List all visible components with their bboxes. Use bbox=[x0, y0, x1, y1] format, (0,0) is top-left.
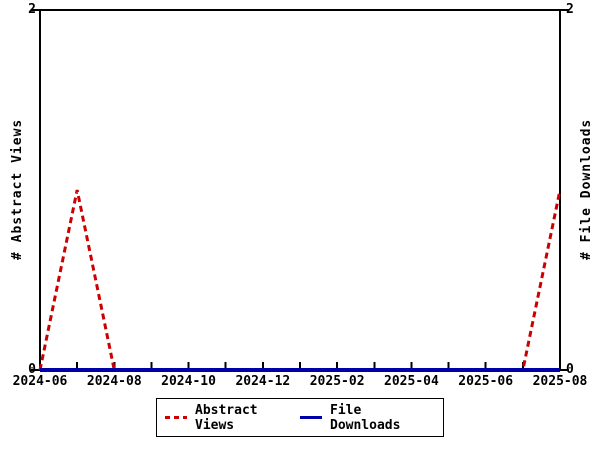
legend-item-abstract-views: Abstract Views bbox=[165, 403, 300, 433]
x-tick-label: 2025-04 bbox=[384, 374, 439, 389]
x-tick-label: 2025-06 bbox=[458, 374, 514, 389]
right-axis-title: # File Downloads bbox=[579, 118, 594, 260]
left-axis-max-label: 2 bbox=[28, 2, 36, 17]
right-axis-min-label: 0 bbox=[566, 362, 574, 377]
left-axis-min-label: 0 bbox=[28, 362, 36, 377]
x-tick-label: 2024-10 bbox=[161, 374, 216, 389]
file-downloads-line-sample bbox=[300, 416, 322, 419]
legend-label-file-downloads: File Downloads bbox=[330, 402, 401, 433]
legend: Abstract Views File Downloads bbox=[156, 398, 444, 437]
left-axis-title: # Abstract Views bbox=[10, 118, 25, 260]
x-tick-label: 2025-02 bbox=[309, 374, 365, 389]
x-tick-label: 2024-12 bbox=[235, 374, 291, 389]
right-axis-max-label: 2 bbox=[566, 2, 574, 17]
abstract-views-line-sample bbox=[165, 416, 187, 419]
x-tick-label: 2024-08 bbox=[86, 374, 142, 389]
legend-label-abstract-views: Abstract Views bbox=[195, 402, 258, 433]
x-tick-label: 2024-06 bbox=[12, 374, 68, 389]
abstract-views-line bbox=[38, 189, 562, 372]
legend-item-file-downloads: File Downloads bbox=[300, 403, 435, 433]
x-tick-label: 2025-08 bbox=[532, 374, 588, 389]
